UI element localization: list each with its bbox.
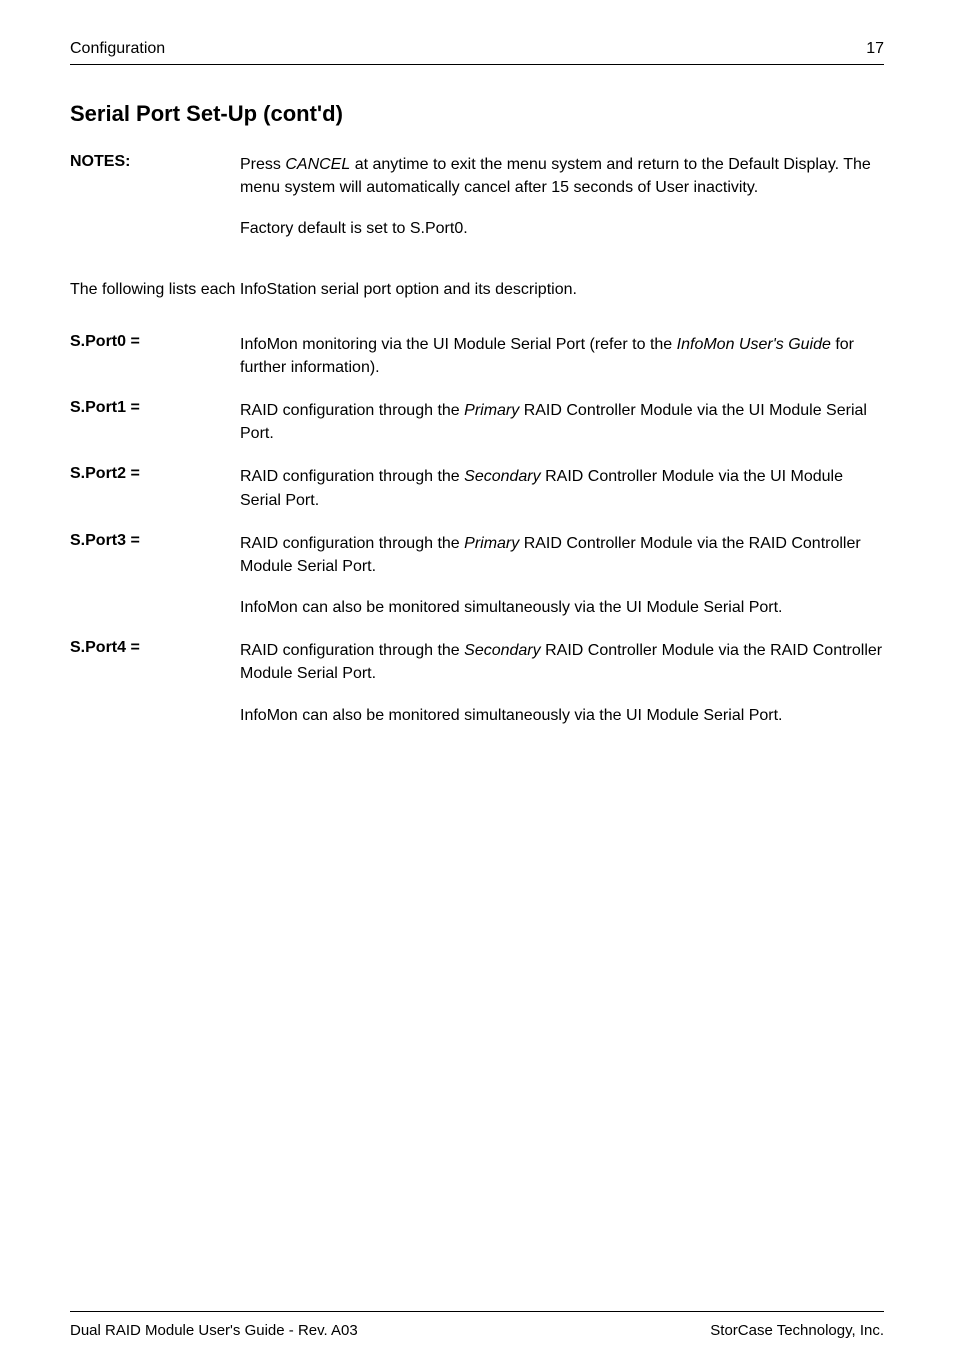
port2-italic: Secondary	[464, 468, 541, 485]
page: Configuration 17 Serial Port Set-Up (con…	[0, 0, 954, 1369]
port3-paragraph-1: RAID configuration through the Primary R…	[240, 532, 884, 578]
notes-paragraph-1: Press CANCEL at anytime to exit the menu…	[240, 153, 884, 199]
port3-italic: Primary	[464, 535, 519, 552]
notes-block: NOTES: Press CANCEL at anytime to exit t…	[70, 153, 884, 241]
port2-body: RAID configuration through the Secondary…	[240, 465, 884, 511]
notes-p1-italic: CANCEL	[285, 156, 350, 173]
footer-right: StorCase Technology, Inc.	[710, 1322, 884, 1339]
intro-line: The following lists each InfoStation ser…	[70, 281, 884, 299]
port0-block: S.Port0 = InfoMon monitoring via the UI …	[70, 333, 884, 379]
section-title: Serial Port Set-Up (cont'd)	[70, 101, 884, 127]
port2-paragraph: RAID configuration through the Secondary…	[240, 465, 884, 511]
port3-pre: RAID configuration through the	[240, 535, 464, 552]
page-header: Configuration 17	[70, 40, 884, 65]
port4-italic: Secondary	[464, 642, 541, 659]
port3-paragraph-2: InfoMon can also be monitored simultaneo…	[240, 596, 884, 619]
port4-paragraph-2: InfoMon can also be monitored simultaneo…	[240, 704, 884, 727]
port1-pre: RAID configuration through the	[240, 402, 464, 419]
port1-body: RAID configuration through the Primary R…	[240, 399, 884, 445]
spacer	[70, 747, 884, 1311]
port4-body: RAID configuration through the Secondary…	[240, 639, 884, 727]
port3-body: RAID configuration through the Primary R…	[240, 532, 884, 620]
port4-paragraph-1: RAID configuration through the Secondary…	[240, 639, 884, 685]
port3-label: S.Port3 =	[70, 532, 240, 550]
port4-label: S.Port4 =	[70, 639, 240, 657]
footer-left: Dual RAID Module User's Guide - Rev. A03	[70, 1322, 358, 1339]
port3-block: S.Port3 = RAID configuration through the…	[70, 532, 884, 620]
port2-label: S.Port2 =	[70, 465, 240, 483]
port1-label: S.Port1 =	[70, 399, 240, 417]
port4-pre: RAID configuration through the	[240, 642, 464, 659]
notes-paragraph-2: Factory default is set to S.Port0.	[240, 217, 884, 240]
header-left: Configuration	[70, 40, 165, 58]
notes-p1-pre: Press	[240, 156, 285, 173]
port2-block: S.Port2 = RAID configuration through the…	[70, 465, 884, 511]
port1-paragraph: RAID configuration through the Primary R…	[240, 399, 884, 445]
port0-italic: InfoMon User's Guide	[677, 336, 831, 353]
page-footer: Dual RAID Module User's Guide - Rev. A03…	[70, 1311, 884, 1339]
port2-pre: RAID configuration through the	[240, 468, 464, 485]
port0-body: InfoMon monitoring via the UI Module Ser…	[240, 333, 884, 379]
notes-label: NOTES:	[70, 153, 240, 171]
port0-paragraph: InfoMon monitoring via the UI Module Ser…	[240, 333, 884, 379]
notes-body: Press CANCEL at anytime to exit the menu…	[240, 153, 884, 241]
port0-pre: InfoMon monitoring via the UI Module Ser…	[240, 336, 677, 353]
port1-block: S.Port1 = RAID configuration through the…	[70, 399, 884, 445]
port4-block: S.Port4 = RAID configuration through the…	[70, 639, 884, 727]
port0-label: S.Port0 =	[70, 333, 240, 351]
port1-italic: Primary	[464, 402, 519, 419]
header-page-number: 17	[866, 40, 884, 58]
